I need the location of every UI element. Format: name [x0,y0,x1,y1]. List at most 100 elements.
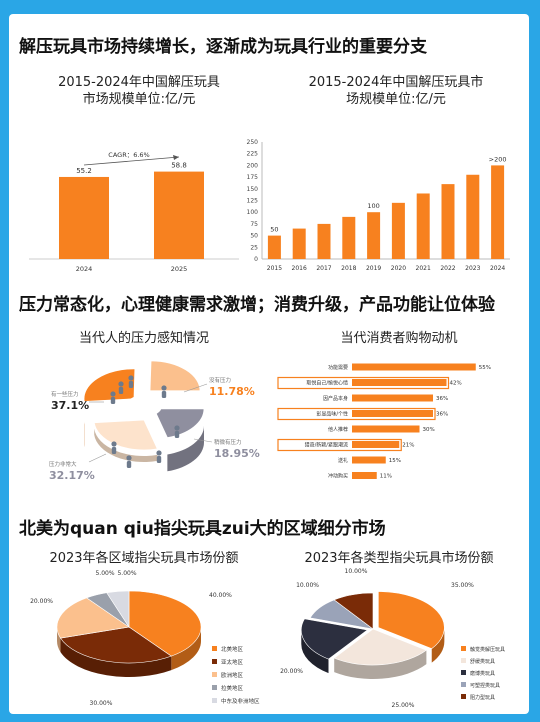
y-tick-label: 250 [247,139,259,146]
pie-slice [60,626,172,664]
legend-label: 欧洲地区 [221,671,244,679]
slice-value-label: 30.00% [90,700,113,707]
legend-label: 北美地区 [221,645,244,653]
legend-label: 舒缓类玩具 [470,658,495,665]
x-tick-label: 2024 [76,265,93,273]
bar-value-label: 55.2 [76,167,92,175]
pie-slice [106,590,130,629]
person-icon [111,441,117,447]
category-label: 彰显品味/个性 [316,411,348,418]
leader-line [183,383,208,393]
bar [352,472,377,479]
pie-slice [56,597,130,639]
bar-value-label: 11% [380,474,392,480]
y-tick-label: 200 [247,162,259,169]
y-tick-label: 125 [247,198,259,205]
person-icon [161,385,167,391]
chart-title-motivation: 当代消费者购物动机 [340,331,458,346]
content-card: 解压玩具市场持续增长，逐渐成为玩具行业的重要分支 2015-2024年中国解压玩… [9,14,529,714]
x-tick-label: 2023 [465,265,480,272]
legend-swatch [212,659,217,664]
slice-label: 压力非常大 [49,460,77,468]
legend-label: 磨博类玩具 [470,670,495,677]
category-label: 送礼 [338,457,348,464]
legend-label: 触觉类解压玩具 [470,646,505,653]
highlight-box [277,376,450,390]
y-tick-label: 0 [254,256,258,263]
section-heading-stress-consumption: 压力常态化，心理健康需求激增；消费升级，产品功能让位体验 [19,295,495,315]
pie-slice [153,408,205,439]
category-label: 取悦自己/愉悦心情 [306,380,348,387]
bar [441,184,455,259]
person-icon [110,397,116,404]
slice-value-label: 25.00% [392,702,415,709]
legend-label: 亚太地区 [221,658,244,666]
bar [352,425,420,433]
x-tick-label: 2019 [366,265,381,272]
bar [491,165,505,259]
bar-value-label: 55% [479,365,491,371]
chart-title-line: 场规模单位:亿/元 [346,92,446,107]
bar-value-label: 15% [389,458,401,464]
person-icon [118,387,124,394]
person-icon [161,391,167,398]
bar [352,379,447,386]
bar-chart-market-size-2024-2025: 55.2 2024 58.8 2025 CAGR：6.6% [29,151,239,273]
bar [59,176,109,259]
y-tick-label: 100 [247,209,259,216]
pie-slice [378,591,445,650]
slice-label: 稍微有压力 [214,438,242,446]
legend-swatch [212,698,217,703]
cagr-arrow-line [83,156,180,166]
x-tick-label: 2016 [292,265,307,272]
slice-value-label: 18.95% [214,447,260,460]
chart-title-regional-share: 2023年各区域指尖玩具市场份额 [49,551,239,566]
bar [352,456,386,464]
y-tick-label: 75 [250,221,258,228]
person-icon [128,375,134,381]
y-tick-label: 25 [250,244,258,251]
person-icon [118,381,124,387]
highlight-box [277,438,402,452]
legend-swatch [212,685,217,690]
legend-swatch [461,658,466,663]
pie-slice [333,628,428,666]
category-label: 猎奇/新颖/紧跟潮流 [305,442,348,449]
legend-swatch [461,646,466,651]
x-tick-label: 2025 [171,265,188,273]
legend-swatch [212,672,217,677]
pie-slice-side [60,638,172,677]
bar [267,235,281,259]
person-icon [174,425,180,431]
x-tick-label: 2020 [391,265,406,272]
bar [352,394,433,402]
highlight-box [277,407,436,421]
legend-swatch [212,646,217,651]
person-icon [110,391,116,397]
legend-label: 阻力型玩具 [470,694,495,701]
legend-label: 中东及非洲地区 [221,697,260,705]
chart-title-market-size-a: 2015-2024年中国解压玩具 市场规模单位:亿/元 [19,74,259,108]
person-icon [156,450,162,456]
pie-slice [128,590,202,657]
leader-line [88,453,107,463]
person-icon [128,381,134,388]
bar [342,216,356,259]
category-label: 他人推荐 [328,426,348,433]
bar [367,212,381,259]
slice-value-label: 10.00% [296,582,319,589]
pie-chart-regional-share: 40.00% 30.00% 20.00% 5.00% 5.00% 北美地区亚太地区欧洲地区… [30,570,260,707]
bar [416,193,430,259]
y-tick-label: 150 [247,186,259,193]
pie-slice-side [334,650,427,679]
bar-chart-shopping-motivation: 功能需要 55% 取悦自己/愉悦心情 42% 因产品本身 36% 彰显品味/个性 36% 他人推… [277,363,491,480]
x-tick-label: 2021 [416,265,431,272]
person-icon [174,431,180,438]
bar-value-label: 36% [436,396,448,402]
x-tick-label: 2022 [440,265,455,272]
bar [292,228,306,259]
chart-title-line: 2015-2024年中国解压玩具市 [308,75,484,90]
bar-value-label: >200 [489,155,507,163]
bar-value-label: 42% [450,381,462,387]
